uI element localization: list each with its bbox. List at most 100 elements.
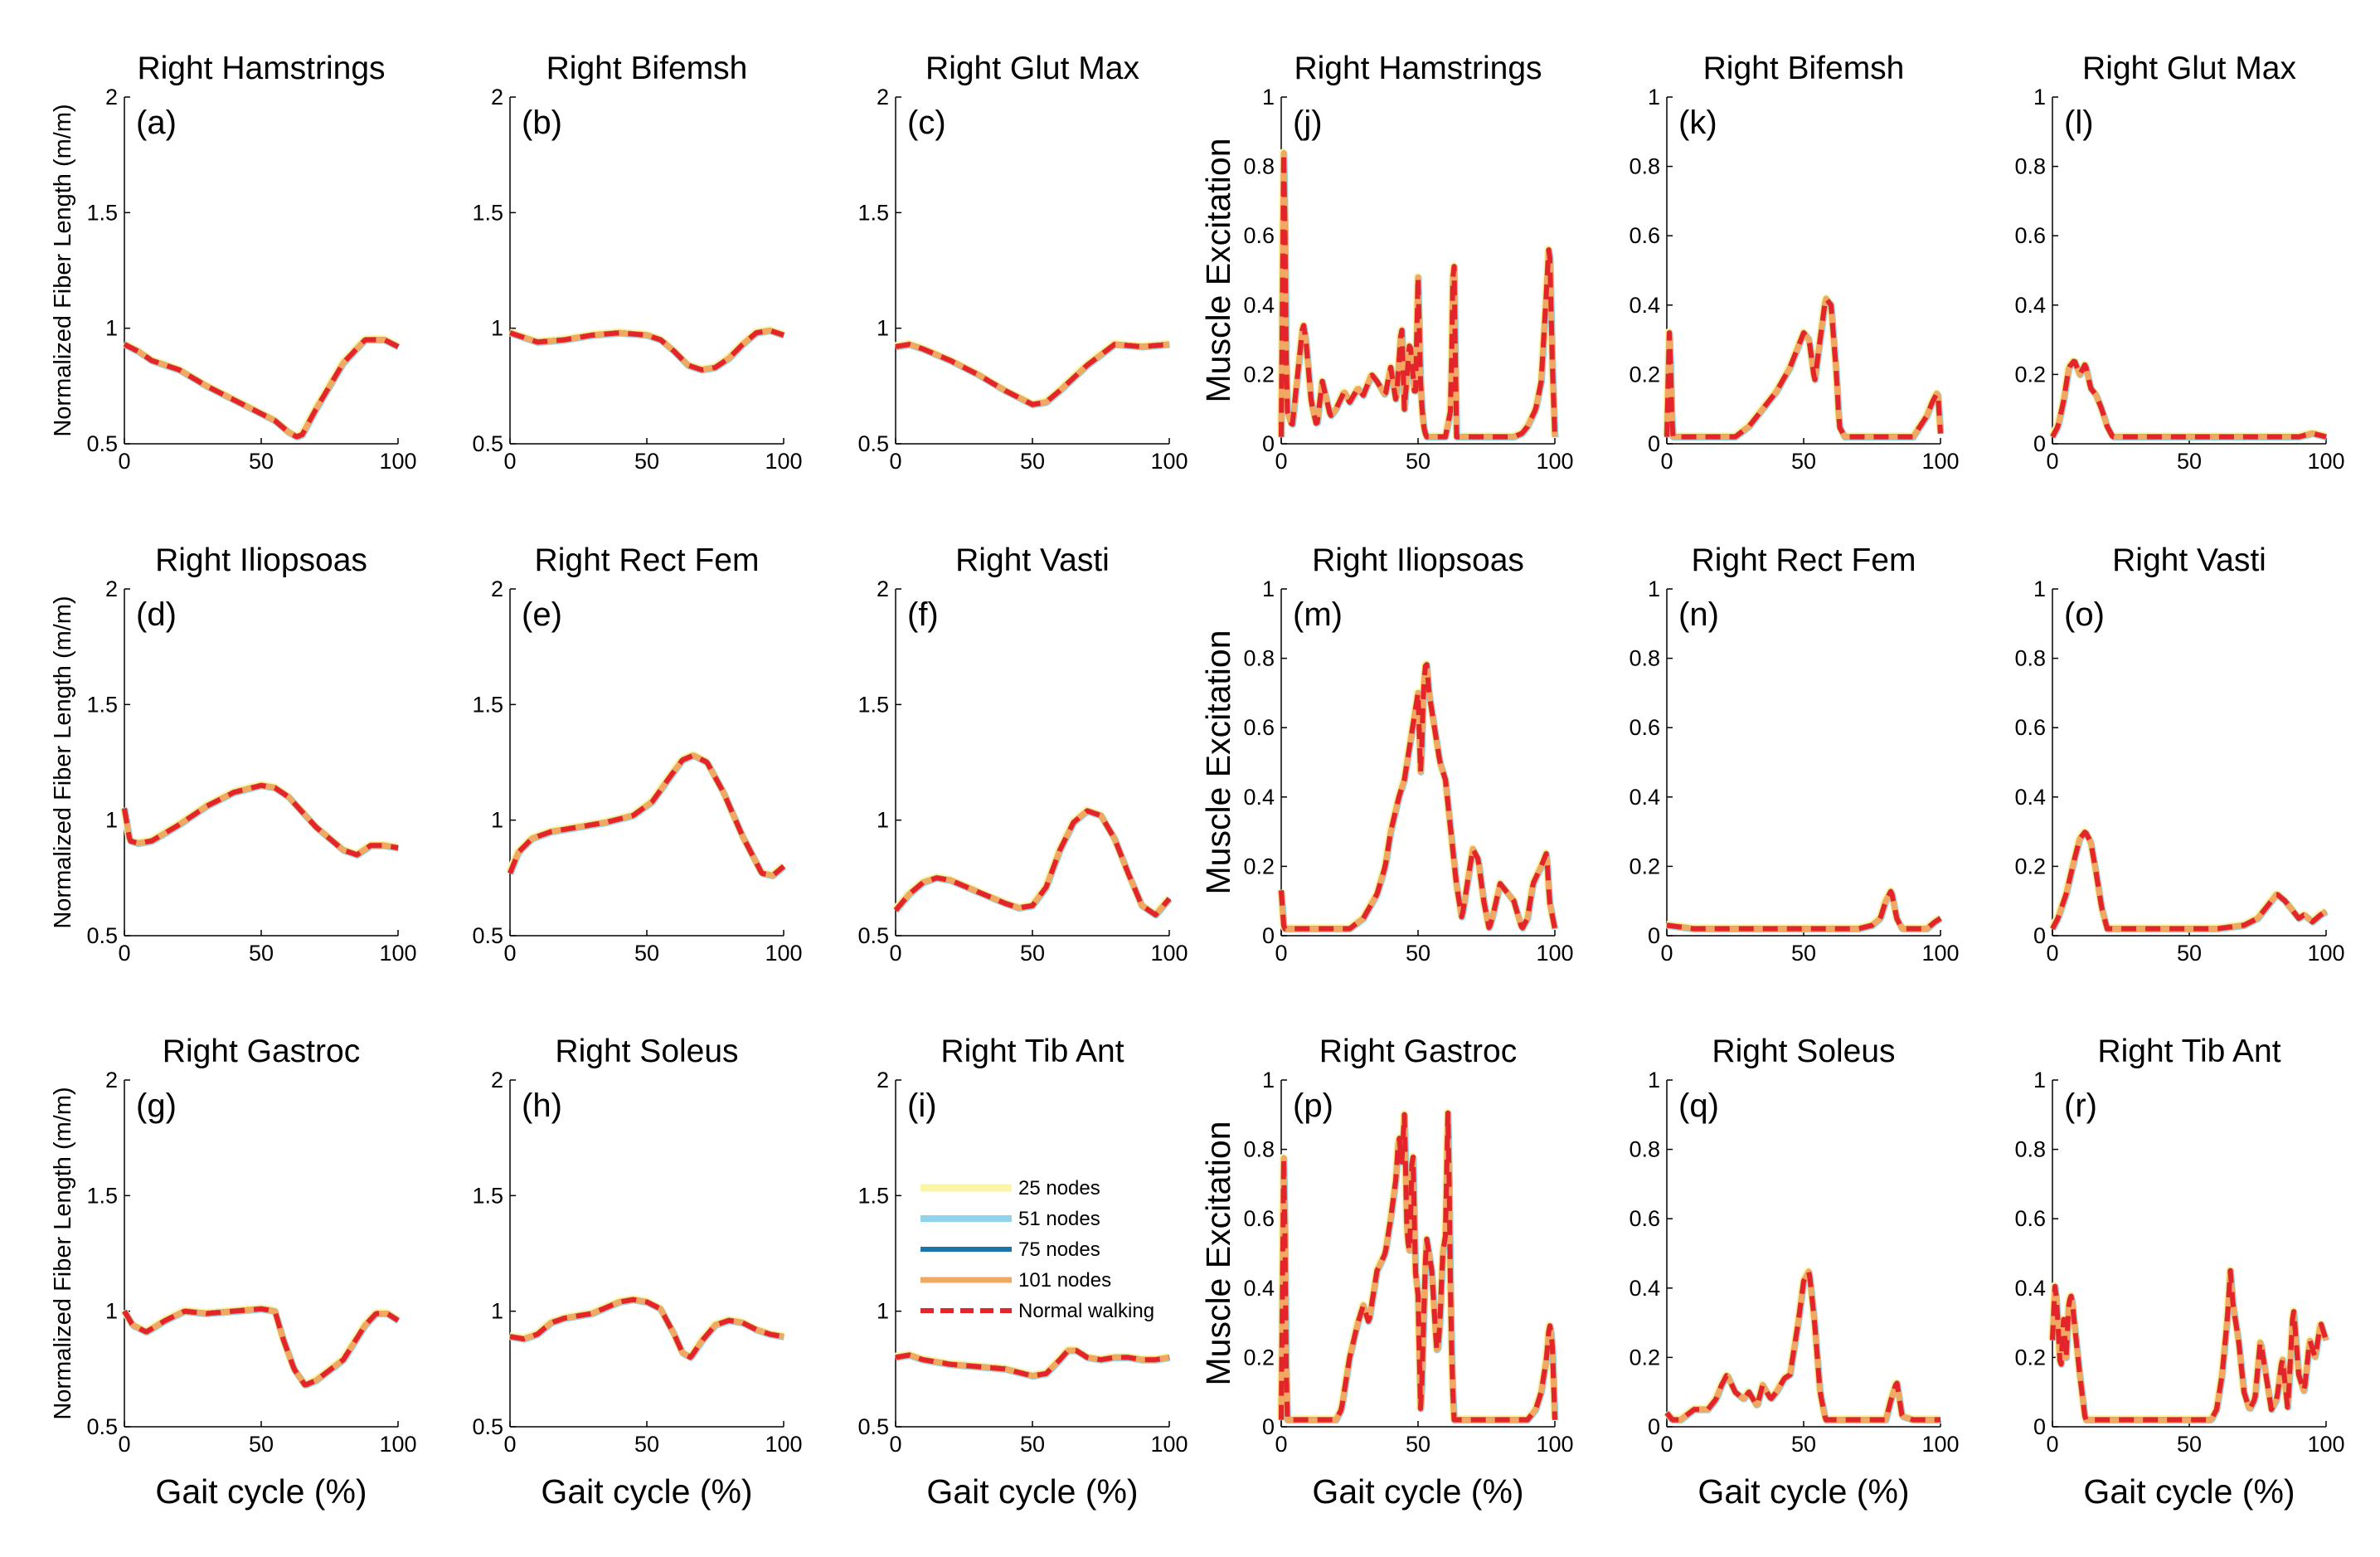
x-tick-label: 100	[1536, 1432, 1573, 1457]
y-tick-label: 0.4	[1629, 1276, 1660, 1301]
y-tick-label: 1	[491, 808, 503, 833]
panel-label: (g)	[136, 1087, 177, 1124]
series-line-normal-walking	[893, 808, 1172, 917]
y-tick-label: 0	[1262, 431, 1275, 456]
y-tick-label: 0.6	[2014, 223, 2046, 248]
x-tick-label: 0	[1275, 941, 1287, 966]
panel-title: Right Gastroc	[1319, 1034, 1517, 1069]
y-tick-label: 0.6	[1629, 223, 1660, 248]
x-tick-label: 50	[634, 941, 659, 966]
legend: 25 nodes 51 nodes 75 nodes 101 nodes Normal …	[920, 1177, 1154, 1322]
y-tick-label: 1.5	[86, 1183, 118, 1208]
y-tick-label: 0.2	[1629, 1345, 1660, 1370]
x-tick-label: 100	[1150, 941, 1188, 966]
y-tick-label: 1.5	[472, 1183, 503, 1208]
x-tick-label: 100	[765, 941, 802, 966]
x-tick-label: 100	[2307, 1432, 2344, 1457]
series-line-normal-walking	[894, 1348, 1171, 1379]
y-tick-label: 2	[105, 1068, 118, 1092]
y-tick-label: 0	[1262, 923, 1275, 948]
series-line-101-nodes	[508, 1297, 785, 1360]
panel-g: Right Gastroc 0.5 1 1.5 2 0 50 100 (g) Normalized…	[50, 1034, 417, 1511]
series-line-normal-walking	[508, 1297, 785, 1360]
series-line-normal-walking	[508, 752, 785, 878]
series-line-normal-walking	[123, 337, 400, 440]
series-line-101-nodes	[2049, 358, 2328, 440]
y-tick-label: 0.2	[1243, 1345, 1275, 1370]
legend-entry: 75 nodes	[1018, 1238, 1100, 1261]
y-tick-label: 0.2	[1243, 362, 1275, 387]
y-tick-label: 0.8	[2014, 154, 2046, 179]
x-tick-label: 50	[1791, 941, 1816, 966]
y-tick-label: 0.4	[1629, 293, 1660, 318]
series-line-25-nodes	[1662, 294, 1944, 440]
y-tick-label: 0.6	[1243, 715, 1275, 740]
y-tick-label: 0.5	[86, 1414, 118, 1439]
y-tick-label: 2	[491, 1068, 503, 1092]
panel-f: Right Vasti 0.5 1 1.5 2 0 50 100 (f)	[857, 543, 1188, 966]
y-tick-label: 0.6	[2014, 715, 2046, 740]
y-tick-label: 1	[1262, 577, 1275, 601]
series-line-normal-walking	[894, 342, 1171, 407]
panel-c: Right Glut Max 0.5 1 1.5 2 0 50 100 (c)	[857, 51, 1188, 474]
y-tick-label: 1.5	[857, 692, 889, 717]
series-line-normal-walking	[1664, 296, 1943, 440]
panel-title: Right Bifemsh	[1703, 51, 1905, 86]
x-tick-label: 100	[1921, 941, 1959, 966]
y-tick-label: 1.5	[857, 200, 889, 225]
panel-k: Right Bifemsh 0 0.2 0.4 0.6 0.8 1 0 50 100 (k)	[1629, 51, 1959, 474]
y-tick-label: 0	[1262, 1414, 1275, 1439]
y-axis-label: Muscle Excitation	[1199, 138, 1237, 402]
y-axis-label: Normalized Fiber Length (m/m)	[50, 596, 76, 928]
panel-label: (o)	[2064, 596, 2105, 633]
y-tick-label: 0.5	[857, 431, 889, 456]
y-tick-label: 0	[2033, 431, 2046, 456]
series-line-51-nodes	[121, 782, 401, 859]
series-line-101-nodes	[894, 341, 1171, 408]
panel-n: Right Rect Fem 0 0.2 0.4 0.6 0.8 1 0 50 100 (n)	[1629, 543, 1959, 966]
y-tick-label: 1	[2033, 1068, 2046, 1092]
x-tick-label: 50	[249, 449, 274, 474]
y-tick-label: 0.8	[2014, 1137, 2046, 1162]
x-tick-label: 0	[2046, 1432, 2058, 1457]
y-tick-label: 1	[1262, 85, 1275, 109]
series-line-normal-walking	[2050, 1267, 2329, 1423]
series-line-normal-walking	[1665, 888, 1942, 932]
y-tick-label: 0.4	[1243, 785, 1275, 810]
series-line-101-nodes	[121, 782, 400, 858]
x-tick-label: 50	[1406, 1432, 1430, 1457]
panel-j: Right Hamstrings 0 0.2 0.4 0.6 0.8 1 0 50 100 (j) M…	[1199, 51, 1574, 474]
x-tick-label: 50	[634, 449, 659, 474]
panel-h: Right Soleus 0.5 1 1.5 2 0 50 100 (h) Gait cycle …	[472, 1034, 802, 1511]
y-tick-label: 1	[1262, 1068, 1275, 1092]
y-tick-label: 0.5	[86, 923, 118, 948]
legend-entry: 51 nodes	[1018, 1208, 1100, 1230]
series-line-normal-walking	[1279, 662, 1557, 932]
legend-entry: Normal walking	[1018, 1300, 1154, 1322]
panel-label: (q)	[1678, 1087, 1719, 1124]
panel-title: Right Soleus	[555, 1034, 738, 1069]
y-tick-label: 0.4	[1243, 1276, 1275, 1301]
x-tick-label: 50	[1406, 449, 1430, 474]
x-tick-label: 50	[1791, 1432, 1816, 1457]
x-tick-label: 100	[2307, 941, 2344, 966]
x-tick-label: 50	[1791, 449, 1816, 474]
panel-title: Right Gastroc	[163, 1034, 360, 1069]
series-line-25-nodes	[506, 751, 786, 878]
x-tick-label: 100	[1536, 449, 1573, 474]
y-tick-label: 0.2	[2014, 1345, 2046, 1370]
x-tick-label: 0	[889, 1432, 901, 1457]
x-axis-label: Gait cycle (%)	[2083, 1472, 2295, 1511]
x-tick-label: 50	[2177, 449, 2202, 474]
panel-q: Right Soleus 0 0.2 0.4 0.6 0.8 1 0 50 100 (q) Gait …	[1629, 1034, 1959, 1511]
series-line-normal-walking	[122, 782, 400, 858]
x-tick-label: 50	[249, 941, 274, 966]
x-axis-label: Gait cycle (%)	[1698, 1472, 1909, 1511]
y-tick-label: 0.4	[2014, 785, 2046, 810]
legend-entry: 25 nodes	[1018, 1177, 1100, 1199]
series-line-75-nodes	[1664, 295, 1943, 440]
x-tick-label: 100	[765, 449, 802, 474]
y-axis-label: Normalized Fiber Length (m/m)	[50, 104, 76, 436]
panel-label: (m)	[1293, 596, 1343, 633]
